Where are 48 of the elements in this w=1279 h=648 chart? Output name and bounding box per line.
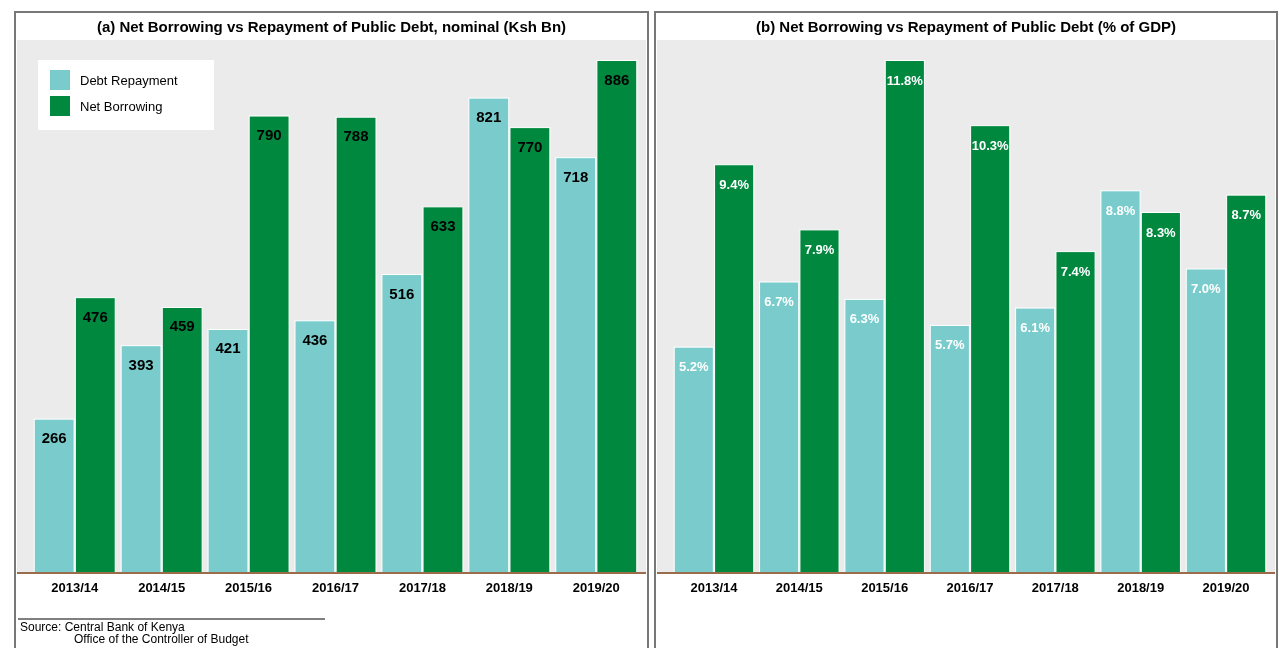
data-label: 459	[169, 317, 195, 335]
text: Office of the Controller of Budget	[74, 632, 250, 646]
x-tick-label: 2013/14	[690, 580, 739, 596]
data-label: 8.3%	[1146, 224, 1177, 240]
data-label: 7.9%	[804, 241, 835, 257]
data-label: 10.3%	[971, 137, 1010, 153]
data-label: 770	[517, 137, 543, 155]
data-label: 516	[389, 284, 415, 302]
x-tick-label: 2013/14	[51, 580, 99, 596]
x-tick-label: 2017/18	[1031, 580, 1079, 596]
data-label: 8.7%	[1231, 207, 1262, 223]
chart-title: (a) Net Borrowing vs Repayment of Public Debt, nominal (Ksh Bn)	[96, 18, 567, 35]
x-tick-label: 2016/17	[312, 580, 359, 596]
x-tick-label: 2014/15	[138, 580, 186, 596]
data-label: 436	[302, 330, 328, 348]
data-label: 476	[82, 307, 108, 325]
data-label: 421	[215, 339, 241, 357]
data-label: 6.3%	[849, 311, 880, 327]
data-label: 790	[256, 126, 282, 144]
data-label: 6.1%	[1020, 320, 1051, 336]
data-label: 886	[604, 70, 630, 88]
data-label: 718	[563, 167, 589, 185]
data-label: 5.2%	[678, 359, 710, 375]
x-tick-label: 2019/20	[1202, 580, 1250, 596]
x-tick-label: 2015/16	[861, 580, 909, 596]
legend-label: Debt Repayment	[80, 73, 178, 88]
data-label: 5.7%	[935, 337, 966, 353]
data-label: 393	[128, 355, 154, 373]
x-tick-label: 2019/20	[572, 580, 620, 596]
legend-label: Net Borrowing	[80, 99, 163, 114]
data-label: 8.8%	[1105, 202, 1136, 218]
x-tick-label: 2017/18	[398, 580, 446, 596]
data-label: 7.0%	[1191, 280, 1222, 296]
data-label: 11.8%	[886, 72, 924, 88]
x-tick-label: 2016/17	[946, 580, 994, 596]
x-tick-label: 2015/16	[225, 580, 273, 596]
chart-title: (b) Net Borrowing vs Repayment of Public Debt (% of GDP)	[755, 18, 1177, 35]
data-label: 788	[343, 127, 369, 145]
x-tick-label: 2018/19	[1117, 580, 1165, 596]
data-label: 266	[41, 429, 67, 447]
source-note: Source: Central Bank of Kenya	[20, 620, 186, 634]
data-label: 7.4%	[1060, 263, 1091, 279]
data-label: 9.4%	[719, 176, 750, 192]
data-label: 6.7%	[764, 294, 795, 309]
x-tick-label: 2018/19	[485, 580, 533, 596]
x-tick-label: 2014/15	[775, 580, 823, 596]
data-label: 633	[430, 216, 456, 234]
data-label: 821	[476, 108, 502, 126]
